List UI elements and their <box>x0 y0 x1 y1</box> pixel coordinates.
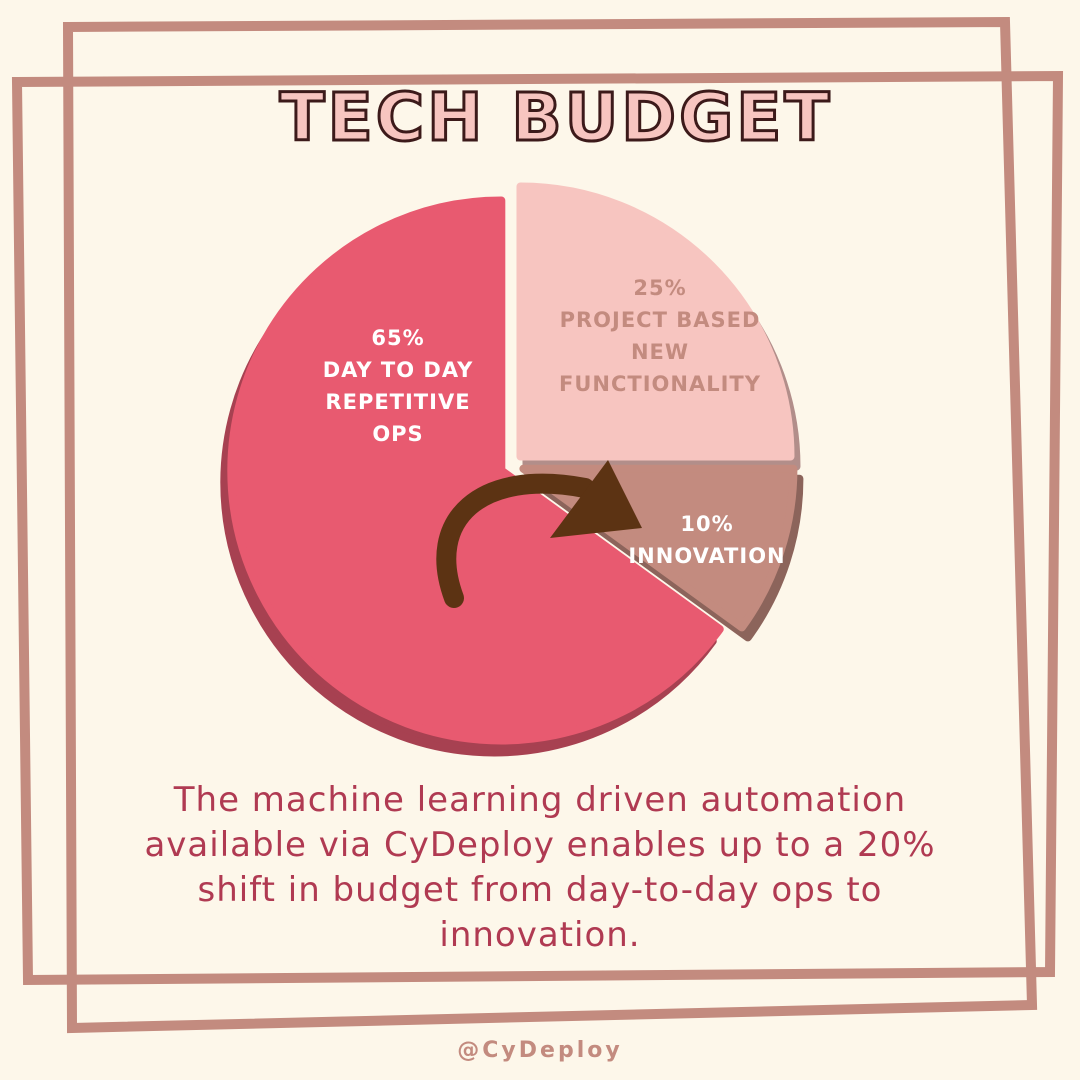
slice-label: 25% PROJECT BASED NEW FUNCTIONALITY <box>540 272 780 400</box>
slice <box>227 196 724 745</box>
slice-label: 65% DAY TO DAY REPETITIVE OPS <box>278 322 518 450</box>
footer: @CyDeploy <box>457 1038 623 1063</box>
slice <box>516 182 795 461</box>
category-label: DAY TO DAY REPETITIVE OPS <box>322 358 474 446</box>
slice-label: 10% INNOVATION <box>587 508 827 572</box>
frame <box>11 16 1064 1034</box>
category-label: PROJECT BASED NEW FUNCTIONALITY <box>559 308 761 396</box>
value-label: 25% <box>633 276 687 300</box>
arrow <box>436 460 642 608</box>
frame-rect <box>11 70 1064 986</box>
frame-rect <box>62 16 1038 1034</box>
value-label: 10% <box>680 512 734 536</box>
category-label: INNOVATION <box>628 544 786 568</box>
title: TECH BUDGET <box>280 79 833 156</box>
value-label: 65% <box>371 326 425 350</box>
arrow-shaft <box>436 473 595 608</box>
arrow-head <box>550 460 642 538</box>
caption: The machine learning driven automation a… <box>144 780 936 955</box>
pie <box>220 182 804 757</box>
